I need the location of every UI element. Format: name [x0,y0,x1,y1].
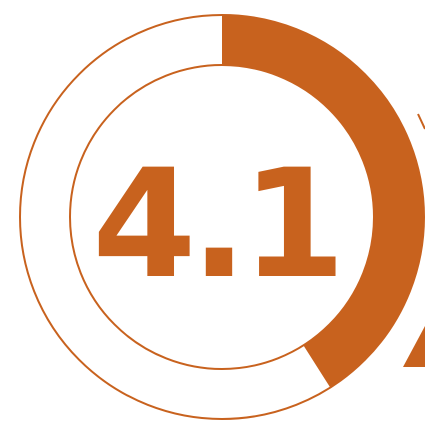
edge-decoration-bottom [403,326,425,367]
edge-decoration-top [417,113,425,130]
progress-arc [222,15,424,388]
inner-ring-outline [69,64,375,370]
rating-value: 4.1 [92,138,346,312]
